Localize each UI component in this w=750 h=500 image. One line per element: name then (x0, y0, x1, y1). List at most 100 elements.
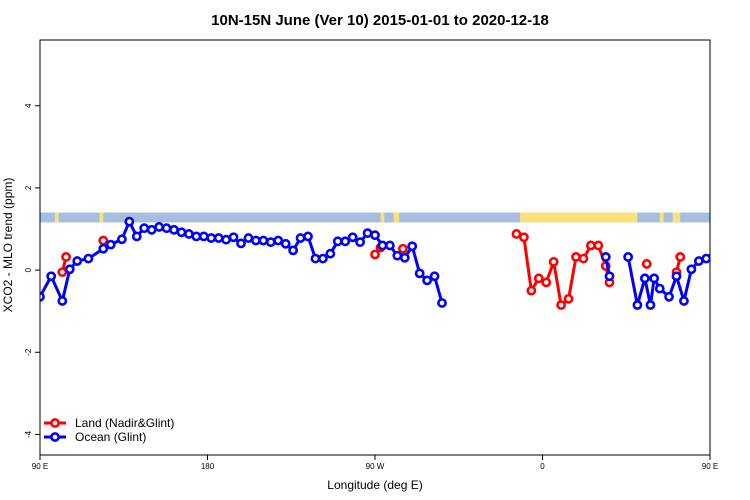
ocean-point (191, 231, 202, 242)
ocean-series (40, 216, 747, 310)
ocean-band (40, 212, 710, 223)
ocean-point (221, 234, 232, 245)
land-point (98, 235, 109, 246)
land-point (541, 277, 552, 288)
y-tick-label: -2 (24, 348, 33, 356)
land-point (585, 240, 596, 251)
ocean-point (131, 231, 142, 242)
ocean-point (701, 253, 710, 264)
ocean-point (154, 222, 165, 232)
land-band-segment (659, 212, 664, 223)
land-point (57, 267, 68, 278)
ocean-point (228, 232, 239, 243)
ocean-point (236, 238, 246, 249)
ocean-point (664, 291, 674, 302)
ocean-point (250, 235, 261, 246)
y-tick-label: 2 (24, 185, 33, 190)
ocean-point (310, 253, 321, 264)
ocean-point (288, 245, 299, 256)
ocean-point (57, 296, 68, 306)
ocean-point (600, 252, 611, 262)
ocean-point (72, 256, 83, 266)
ocean-point (721, 241, 728, 248)
ocean-point (604, 271, 615, 282)
ocean-point (139, 223, 150, 234)
ocean-point (169, 224, 179, 235)
x-tick-label: 180 (201, 462, 215, 471)
ocean-point (623, 252, 634, 262)
ocean-point (377, 240, 388, 251)
ocean-point (206, 233, 217, 243)
land-point (563, 293, 574, 304)
ocean-point (649, 273, 660, 284)
ocean-point (437, 298, 447, 308)
legend-ocean-marker (50, 432, 60, 442)
y-axis: -4 -2 0 2 4 (24, 103, 40, 438)
ocean-point (105, 239, 116, 250)
ocean-point (671, 271, 682, 282)
ocean-point (183, 229, 194, 239)
legend-land-marker (50, 418, 60, 428)
ocean-point (265, 237, 276, 248)
ocean-point (632, 300, 643, 310)
chart-title: 10N-15N June (Ver 10) 2015-01-01 to 2020… (211, 12, 549, 29)
ocean-point (414, 268, 425, 279)
land-point (548, 256, 559, 267)
x-tick-label: 90 W (366, 462, 385, 471)
land-point (556, 300, 567, 310)
ocean-point (679, 296, 689, 306)
ocean-point (729, 236, 736, 243)
ocean-point (295, 233, 306, 243)
y-tick-label: -4 (24, 430, 33, 438)
land-point (533, 273, 544, 284)
plot-area (40, 212, 747, 310)
y-tick-label: 4 (24, 103, 33, 108)
ocean-point (693, 256, 704, 266)
land-point (398, 243, 408, 254)
ocean-line (40, 220, 444, 304)
legend: Land (Nadir&Glint)Ocean (Glint) (44, 416, 174, 444)
land-point (518, 232, 529, 243)
land-band-segment (520, 212, 638, 223)
ocean-point (347, 232, 358, 243)
ocean-point (258, 235, 269, 246)
ocean-point (645, 300, 656, 310)
x-axis-label: Longitude (deg E) (327, 478, 422, 492)
land-point (526, 285, 537, 296)
ocean-point (243, 233, 254, 243)
land-point (714, 237, 721, 244)
ocean-point (362, 228, 373, 239)
x-tick-label: 90 E (702, 462, 718, 471)
ocean-point (429, 271, 440, 282)
ocean-point (639, 273, 650, 284)
land-band-segment (393, 212, 400, 223)
land-point (511, 229, 522, 239)
x-tick-label: 90 E (32, 462, 48, 471)
ocean-point (124, 216, 135, 227)
ocean-point (736, 218, 743, 225)
ocean-point (654, 283, 665, 294)
land-band-segment (380, 212, 385, 223)
land-point (61, 252, 71, 262)
ocean-point (161, 223, 172, 234)
ocean-point (740, 233, 747, 240)
ocean-point (332, 236, 343, 247)
land-point (641, 259, 652, 269)
land-band-segment (54, 212, 59, 223)
ocean-point (213, 233, 224, 243)
ocean-point (325, 248, 336, 259)
ocean-point (370, 230, 380, 241)
legend-land-label: Land (Nadir&Glint) (75, 416, 174, 430)
ocean-point (317, 253, 328, 264)
ocean-point (273, 235, 284, 246)
ocean-point (384, 240, 395, 251)
y-axis-label: XCO2 - MLO trend (ppm) (1, 178, 15, 313)
land-point (571, 252, 581, 262)
ocean-point (686, 264, 697, 275)
ocean-point (64, 264, 75, 275)
land-band-segment (99, 212, 104, 223)
ocean-point (83, 253, 94, 264)
ocean-point (198, 231, 209, 242)
land-series (57, 229, 721, 310)
